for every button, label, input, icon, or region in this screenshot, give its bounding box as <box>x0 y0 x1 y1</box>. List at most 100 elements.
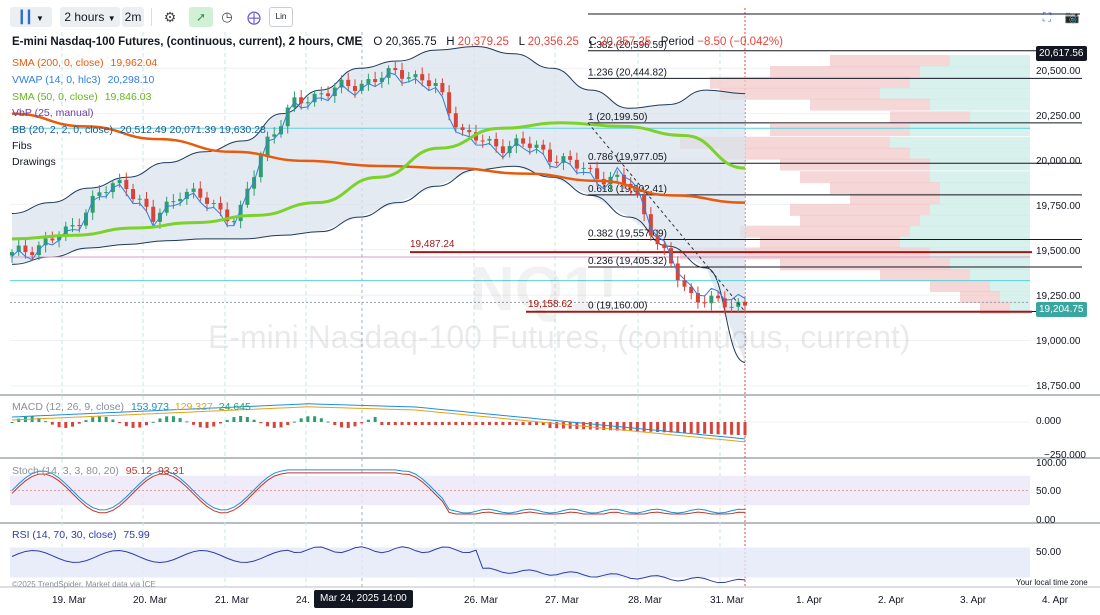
clock-button[interactable]: ◷ <box>217 7 237 27</box>
toolbar-divider <box>151 8 152 26</box>
price-axis-label: 20,000.00 <box>1036 156 1081 167</box>
macd-histogram-bar <box>84 420 88 422</box>
candle-body <box>453 113 458 128</box>
legend-vbp[interactable]: VbP (25, manual) <box>12 107 94 119</box>
legend-sma200[interactable]: SMA (200, 0, close) 19,962.04 <box>12 57 158 69</box>
macd-histogram-bar <box>225 419 229 422</box>
macd-histogram-bar <box>104 416 108 422</box>
volume-profile-bar <box>950 55 1030 68</box>
macd-histogram-bar <box>286 422 290 426</box>
volume-profile-bar <box>710 76 910 89</box>
macd-histogram-bar <box>514 422 518 425</box>
candle-body <box>554 161 559 163</box>
candle-body <box>547 149 552 162</box>
macd-histogram-bar <box>602 422 606 430</box>
price-axis-label: 19,750.00 <box>1036 201 1081 212</box>
candle-body <box>662 244 667 249</box>
legend-vwap[interactable]: VWAP (14, 0, hlc3) 20,298.10 <box>12 74 155 86</box>
macd-histogram-bar <box>528 422 532 425</box>
candle-body <box>346 79 351 87</box>
candle-body <box>635 187 640 196</box>
settings-icon: ⚙ <box>163 9 177 25</box>
candle-body <box>319 93 324 95</box>
legend-fibs[interactable]: Fibs <box>12 140 32 152</box>
legend-bb[interactable]: BB (20, 2, 2, 0, close) 20,512.49 20,071… <box>12 124 266 136</box>
price-axis-label: 19,250.00 <box>1036 291 1081 302</box>
rsi-label[interactable]: RSI (14, 70, 30, close) 75.99 <box>12 529 150 541</box>
chart-type-button[interactable]: ┃┃ ▼ <box>10 7 52 27</box>
candle-body <box>151 206 156 222</box>
candle-body <box>467 130 472 133</box>
macd-axis-label: −250.000 <box>1044 450 1086 461</box>
candle-body <box>514 138 519 146</box>
rsi-axis-label: 50.00 <box>1036 547 1062 558</box>
macd-histogram-bar <box>299 418 303 422</box>
macd-histogram-bar <box>57 422 61 428</box>
macd-label[interactable]: MACD (12, 26, 9, close) 153.973 129.327 … <box>12 401 251 413</box>
volume-profile-bar <box>910 147 1030 160</box>
interval-alt-button[interactable]: 2m <box>122 7 144 27</box>
volume-profile-bar <box>910 124 1030 137</box>
stoch-k-line <box>11 469 746 514</box>
horizontal-ray-label: 19,158.62 <box>528 299 573 310</box>
date-label: 31. Mar <box>710 595 744 606</box>
watermark-name: E-mini Nasdaq-100 Futures, (continuous, … <box>208 319 911 355</box>
fullscreen-button[interactable]: ⛶ <box>1040 7 1054 27</box>
macd-histogram-bar <box>730 422 734 435</box>
macd-histogram-bar <box>622 422 626 431</box>
fib-level-label: 0 (19,160.00) <box>588 301 648 312</box>
candle-body <box>420 74 425 81</box>
candle-body <box>178 198 183 202</box>
date-label: 21. Mar <box>215 595 249 606</box>
stoch-d-line <box>11 472 746 515</box>
date-label: 28. Mar <box>628 595 662 606</box>
candle-body <box>480 140 485 142</box>
volume-profile-bar <box>780 258 950 271</box>
volume-profile-bar <box>910 225 1030 238</box>
volume-profile-bar <box>780 158 930 171</box>
stoch-label[interactable]: Stoch (14, 3, 3, 80, 20) 95.12 93.31 <box>12 465 185 477</box>
volume-profile-bar <box>770 65 920 78</box>
candle-body <box>574 159 579 169</box>
fib-level-label: 0.236 (19,405.32) <box>588 256 667 267</box>
top-toolbar: ┃┃ ▼ 2 hours ▼ 2m ⚙ ➚ ◷ ⨁ Lin ⛶ 📷 <box>0 0 1100 32</box>
candle-body <box>743 301 747 306</box>
candle-body <box>10 251 14 256</box>
macd-histogram-bar <box>131 422 135 428</box>
candle-body <box>104 192 109 194</box>
chart-style-button[interactable]: ➚ <box>189 7 213 27</box>
volume-profile-bar <box>880 269 970 282</box>
legend-sma50[interactable]: SMA (50, 0, close) 19,846.03 <box>12 91 152 103</box>
macd-histogram-bar <box>555 422 559 429</box>
macd-histogram-bar <box>474 422 478 425</box>
macd-histogram-bar <box>151 421 155 423</box>
volume-profile-bar <box>740 225 910 238</box>
macd-histogram-bar <box>10 422 14 423</box>
candle-body <box>124 179 129 190</box>
legend-drawings[interactable]: Drawings <box>12 156 56 168</box>
macd-histogram-bar <box>521 422 525 425</box>
candle-body <box>709 295 714 304</box>
watermark-symbol: NQ1! <box>470 255 618 324</box>
candle-body <box>137 198 142 200</box>
timezone-label[interactable]: Your local time zone <box>1016 578 1088 587</box>
date-label: 19. Mar <box>52 595 86 606</box>
fib-level-label: 0.382 (19,557.09) <box>588 228 667 239</box>
macd-histogram-bar <box>440 422 444 425</box>
chevron-down-icon: ▼ <box>107 14 116 23</box>
rsi-line <box>11 546 746 584</box>
macd-histogram-bar <box>259 422 263 424</box>
crosshair-button[interactable]: ⨁ <box>243 7 265 27</box>
interval-select[interactable]: 2 hours ▼ <box>60 7 120 27</box>
macd-signal-line <box>11 406 746 443</box>
settings-button[interactable]: ⚙ <box>160 7 180 27</box>
macd-histogram-bar <box>205 422 209 428</box>
lin-scale-button[interactable]: Lin <box>269 7 293 27</box>
candle-body <box>379 77 384 83</box>
macd-histogram-bar <box>541 422 545 425</box>
candle-body <box>621 174 626 184</box>
candle-body <box>561 156 566 163</box>
macd-histogram-bar <box>71 422 75 427</box>
volume-profile-bar <box>830 55 950 68</box>
